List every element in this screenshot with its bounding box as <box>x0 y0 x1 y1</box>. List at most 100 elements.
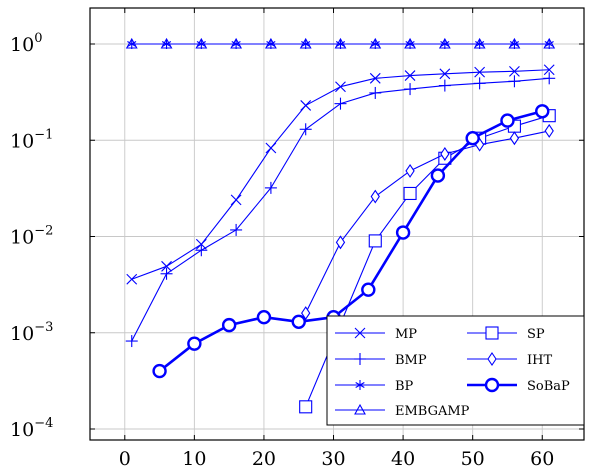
data-point-iht <box>335 235 346 250</box>
data-point-embgamp <box>264 37 277 49</box>
legend-entry-embgamp: EMBGAMP <box>335 403 470 419</box>
series-bmp <box>125 72 556 348</box>
data-point-bmp <box>543 72 556 85</box>
data-point-sp <box>368 234 382 248</box>
data-point-bmp <box>473 77 486 90</box>
legend-entry-sp: SP <box>467 326 545 342</box>
data-point-iht <box>509 131 520 146</box>
data-point-embgamp <box>299 37 312 49</box>
data-point-sobap <box>152 363 167 379</box>
data-point-sobap <box>187 336 202 351</box>
data-point-embgamp <box>125 37 138 49</box>
data-point-sobap <box>361 282 376 297</box>
legend-marker-sobap <box>484 377 500 393</box>
data-point-mp <box>369 72 381 84</box>
data-point-embgamp <box>404 37 416 49</box>
axis-ticks: 0 10 20 30 40 50 60 10−4 10−3 10−2 10−1 100 <box>10 8 584 470</box>
series-layer <box>125 37 556 414</box>
data-point-iht <box>440 146 450 161</box>
data-point-sobap <box>256 310 272 325</box>
data-point-bmp <box>125 335 138 348</box>
x-tick-label: 0 <box>119 448 131 470</box>
data-point-sobap <box>291 314 306 329</box>
data-point-embgamp <box>230 37 243 49</box>
data-point-embgamp <box>508 37 521 49</box>
data-point-bmp <box>299 123 312 136</box>
data-point-mp <box>126 273 138 285</box>
x-tick-label: 50 <box>461 448 485 470</box>
data-point-sp <box>299 400 313 414</box>
data-point-embgamp <box>473 37 486 49</box>
data-point-mp <box>404 70 416 81</box>
legend-label: MP <box>395 327 417 342</box>
x-tick-label: 30 <box>321 448 345 470</box>
legend-entry-mp: MP <box>335 327 417 342</box>
data-point-mp <box>439 68 451 80</box>
data-point-mp <box>509 65 520 77</box>
series-line-iht <box>305 130 550 314</box>
y-tick-label: 10−4 <box>10 416 53 441</box>
x-tick-label: 40 <box>391 448 415 470</box>
legend-label: BP <box>395 379 414 394</box>
data-point-iht <box>370 189 380 204</box>
data-point-sobap <box>535 104 550 119</box>
data-point-bmp <box>438 79 451 92</box>
data-point-sobap <box>395 225 411 240</box>
data-point-iht <box>544 123 554 138</box>
data-point-embgamp <box>369 37 382 49</box>
data-point-mp <box>300 100 312 111</box>
data-point-bmp <box>230 223 243 236</box>
legend-marker-sp <box>485 326 499 340</box>
data-point-bmp <box>369 86 382 99</box>
data-point-mp <box>335 81 346 93</box>
data-point-mp <box>230 194 242 206</box>
y-tick-label: 10−3 <box>10 320 53 345</box>
data-point-mp <box>474 66 486 78</box>
legend-marker-bp <box>355 380 365 390</box>
legend: MP BMP BP EMBGAMP SP IHT SoBaP <box>326 315 585 426</box>
data-point-embgamp <box>160 37 173 49</box>
legend-label: BMP <box>395 353 427 368</box>
data-point-sobap <box>221 317 237 333</box>
data-point-bmp <box>334 97 347 110</box>
data-point-bmp <box>508 75 521 88</box>
y-tick-label: 10−2 <box>10 224 53 249</box>
data-point-mp <box>265 142 277 154</box>
x-tick-label: 20 <box>252 448 276 470</box>
data-point-bp <box>127 39 137 49</box>
legend-label: SP <box>527 327 545 342</box>
legend-entry-sobap: SoBaP <box>467 377 570 394</box>
data-point-sobap <box>465 131 480 146</box>
legend-marker-mp <box>354 327 366 339</box>
data-point-sobap <box>430 168 446 183</box>
legend-box <box>326 315 585 426</box>
legend-entry-iht: IHT <box>467 352 552 368</box>
legend-entry-bmp: BMP <box>335 353 427 368</box>
series-embgamp <box>125 37 556 49</box>
data-point-embgamp <box>195 37 208 49</box>
y-tick-label: 100 <box>10 31 42 56</box>
plot-area-frame <box>89 7 585 441</box>
legend-label: SoBaP <box>527 379 570 394</box>
legend-entry-bp: BP <box>335 379 414 394</box>
data-point-bmp <box>264 181 277 194</box>
series-sobap <box>152 104 550 379</box>
data-point-bmp <box>160 267 173 280</box>
legend-marker-bmp <box>354 353 366 365</box>
data-point-embgamp <box>438 37 451 49</box>
legend-label: IHT <box>527 353 552 368</box>
x-tick-label: 10 <box>182 448 206 470</box>
legend-marker-iht <box>487 352 497 366</box>
data-point-sobap <box>500 113 515 128</box>
data-point-iht <box>301 306 311 321</box>
data-point-iht <box>405 163 415 178</box>
data-point-bp <box>544 39 554 49</box>
data-point-mp <box>161 260 172 272</box>
data-point-bmp <box>195 244 208 257</box>
data-point-embgamp <box>543 37 556 49</box>
legend-label: EMBGAMP <box>395 404 470 419</box>
x-tick-label: 60 <box>530 448 554 470</box>
data-point-embgamp <box>334 37 347 49</box>
data-point-mp <box>543 64 555 76</box>
